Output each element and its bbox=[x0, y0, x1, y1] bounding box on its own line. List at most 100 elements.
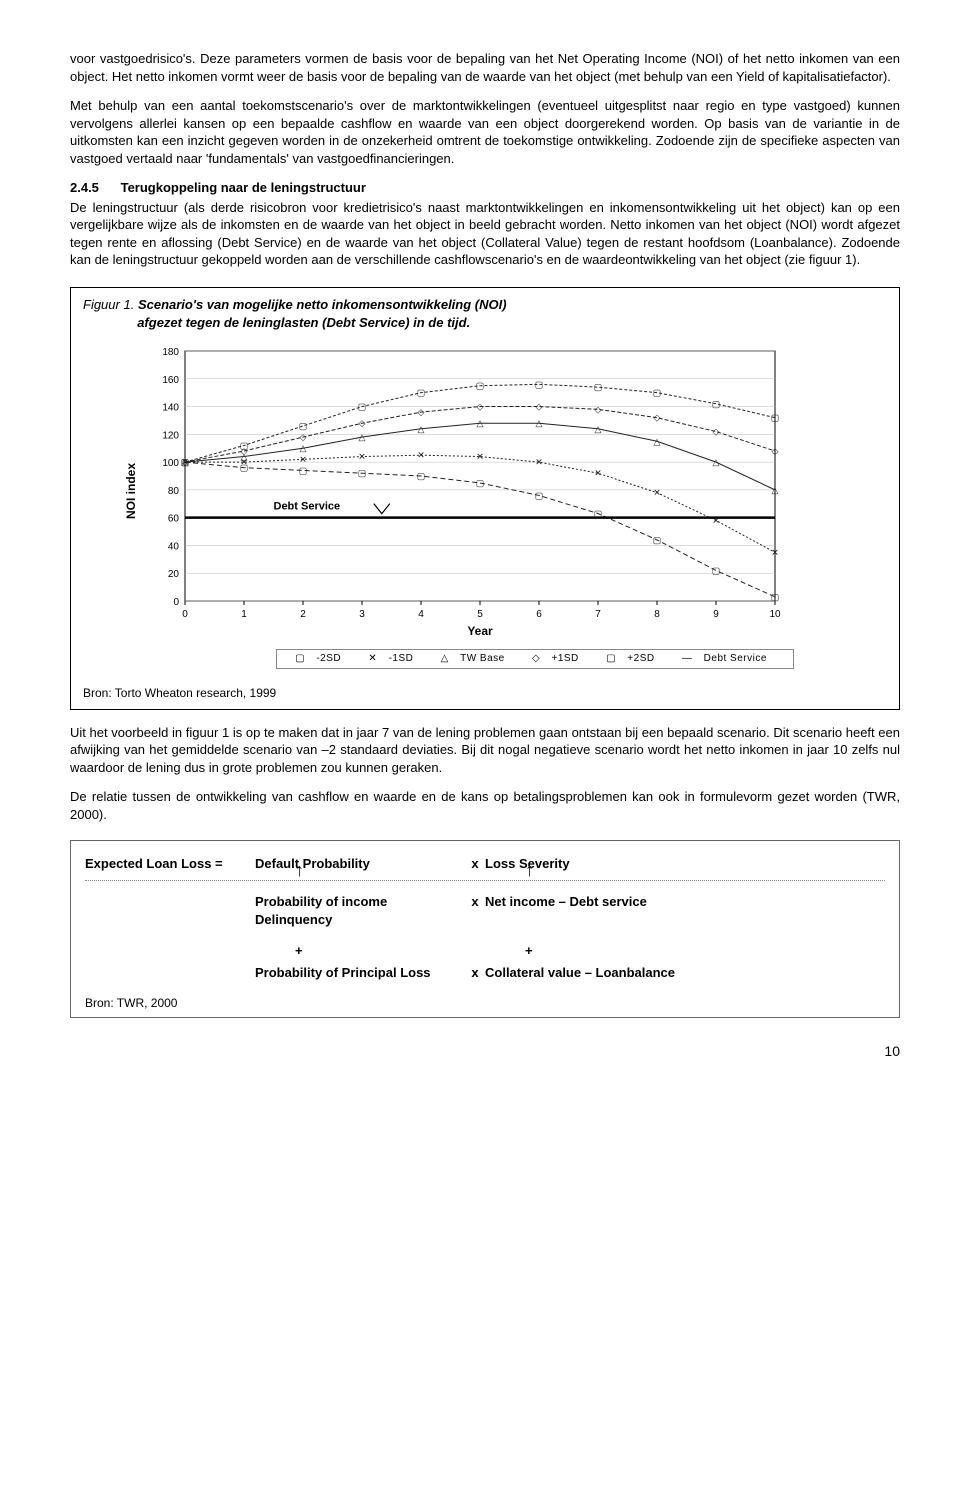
svg-text:✕: ✕ bbox=[594, 468, 602, 478]
legend-item: △ TW Base bbox=[441, 653, 513, 664]
section-title: Terugkoppeling naar de leningstructuur bbox=[121, 180, 366, 195]
paragraph: De leningstructuur (als derde risicobron… bbox=[70, 199, 900, 269]
chart-y-axis-label: NOI index bbox=[123, 463, 139, 519]
svg-text:△: △ bbox=[418, 424, 425, 434]
svg-text:8: 8 bbox=[654, 609, 660, 620]
figure-1-box: Figuur 1. Scenario's van mogelijke netto… bbox=[70, 287, 900, 710]
svg-text:△: △ bbox=[300, 443, 307, 453]
svg-text:▢: ▢ bbox=[299, 466, 308, 476]
section-number: 2.4.5 bbox=[70, 180, 99, 195]
figure-caption-line2: afgezet tegen de leninglasten (Debt Serv… bbox=[137, 315, 470, 330]
formula-row-2: Probability of income Delinquency x Net … bbox=[85, 893, 885, 928]
paragraph: De relatie tussen de ontwikkeling van ca… bbox=[70, 788, 900, 823]
svg-text:▢: ▢ bbox=[712, 566, 721, 576]
svg-text:▢: ▢ bbox=[535, 491, 544, 501]
svg-text:▢: ▢ bbox=[299, 421, 308, 431]
svg-text:△: △ bbox=[595, 424, 602, 434]
svg-text:△: △ bbox=[536, 418, 543, 428]
svg-text:3: 3 bbox=[359, 609, 365, 620]
svg-text:◇: ◇ bbox=[300, 432, 307, 442]
figure-caption-line1: Scenario's van mogelijke netto inkomenso… bbox=[138, 297, 507, 312]
svg-text:5: 5 bbox=[477, 609, 483, 620]
svg-text:7: 7 bbox=[595, 609, 601, 620]
formula-op: x bbox=[465, 893, 485, 911]
legend-item: — Debt Service bbox=[682, 653, 775, 664]
up-arrow-icon: ↑ bbox=[255, 864, 465, 876]
formula-term: Probability of income Delinquency bbox=[255, 893, 465, 928]
paragraph: Met behulp van een aantal toekomstscenar… bbox=[70, 97, 900, 167]
svg-text:▢: ▢ bbox=[240, 463, 249, 473]
svg-text:40: 40 bbox=[168, 542, 180, 553]
svg-text:▢: ▢ bbox=[771, 413, 780, 423]
svg-text:△: △ bbox=[654, 436, 661, 446]
svg-text:△: △ bbox=[477, 418, 484, 428]
svg-text:▢: ▢ bbox=[358, 468, 367, 478]
legend-item: ▢ -2SD bbox=[295, 653, 349, 664]
legend-item: ◇ +1SD bbox=[532, 653, 587, 664]
svg-text:✕: ✕ bbox=[535, 457, 543, 467]
formula-box: Expected Loan Loss = Default Probability… bbox=[70, 840, 900, 1019]
svg-text:120: 120 bbox=[163, 430, 180, 441]
svg-text:✕: ✕ bbox=[417, 450, 425, 460]
svg-text:Debt Service: Debt Service bbox=[274, 501, 341, 513]
svg-text:◇: ◇ bbox=[359, 418, 366, 428]
svg-text:◇: ◇ bbox=[477, 402, 484, 412]
svg-text:◇: ◇ bbox=[654, 413, 661, 423]
figure-label: Figuur 1. bbox=[83, 297, 134, 312]
svg-text:◇: ◇ bbox=[536, 402, 543, 412]
formula-op: x bbox=[465, 964, 485, 982]
svg-text:10: 10 bbox=[770, 609, 782, 620]
chart-legend: ▢ -2SD ✕ -1SD △ TW Base ◇ +1SD ▢ +2SD — … bbox=[276, 649, 794, 669]
svg-text:2: 2 bbox=[300, 609, 306, 620]
formula-term: Net income – Debt service bbox=[485, 893, 785, 911]
noi-chart: 020406080100120140160180012345678910Year… bbox=[145, 341, 785, 641]
formula-plus: + bbox=[485, 942, 785, 960]
formula-term: Collateral value – Loanbalance bbox=[485, 964, 785, 982]
svg-text:✕: ✕ bbox=[358, 452, 366, 462]
svg-text:1: 1 bbox=[241, 609, 247, 620]
svg-text:▢: ▢ bbox=[476, 478, 485, 488]
svg-text:▢: ▢ bbox=[535, 379, 544, 389]
formula-source: Bron: TWR, 2000 bbox=[85, 995, 885, 1011]
dotted-divider bbox=[85, 880, 885, 881]
svg-text:△: △ bbox=[713, 457, 720, 467]
svg-text:◇: ◇ bbox=[595, 404, 602, 414]
svg-text:◇: ◇ bbox=[713, 427, 720, 437]
svg-text:4: 4 bbox=[418, 609, 424, 620]
formula-row-3: Probability of Principal Loss x Collater… bbox=[85, 964, 885, 982]
svg-text:9: 9 bbox=[713, 609, 719, 620]
svg-text:✕: ✕ bbox=[299, 454, 307, 464]
svg-text:✕: ✕ bbox=[476, 452, 484, 462]
svg-text:20: 20 bbox=[168, 569, 180, 580]
up-arrow-icon: ↑ bbox=[485, 864, 785, 876]
svg-text:▢: ▢ bbox=[653, 388, 662, 398]
paragraph: voor vastgoedrisico's. Deze parameters v… bbox=[70, 50, 900, 85]
svg-text:100: 100 bbox=[163, 458, 180, 469]
formula-term: Probability of Principal Loss bbox=[255, 964, 465, 982]
page-number: 10 bbox=[70, 1042, 900, 1061]
svg-text:60: 60 bbox=[168, 514, 180, 525]
svg-text:80: 80 bbox=[168, 486, 180, 497]
legend-item: ✕ -1SD bbox=[368, 653, 421, 664]
svg-text:180: 180 bbox=[163, 347, 180, 358]
svg-text:0: 0 bbox=[174, 597, 180, 608]
legend-item: ▢ +2SD bbox=[606, 653, 663, 664]
paragraph: Uit het voorbeeld in figuur 1 is op te m… bbox=[70, 724, 900, 777]
svg-text:▢: ▢ bbox=[476, 381, 485, 391]
svg-text:Year: Year bbox=[468, 624, 494, 638]
svg-text:▢: ▢ bbox=[653, 535, 662, 545]
figure-caption: Figuur 1. Scenario's van mogelijke netto… bbox=[83, 296, 887, 331]
chart-container: NOI index 020406080100120140160180012345… bbox=[123, 341, 887, 641]
svg-text:▢: ▢ bbox=[417, 471, 426, 481]
svg-text:▢: ▢ bbox=[712, 399, 721, 409]
svg-text:▢: ▢ bbox=[181, 457, 190, 467]
svg-text:✕: ✕ bbox=[771, 547, 779, 557]
svg-text:6: 6 bbox=[536, 609, 542, 620]
svg-text:▢: ▢ bbox=[358, 402, 367, 412]
svg-text:△: △ bbox=[772, 485, 779, 495]
section-heading: 2.4.5 Terugkoppeling naar de leningstruc… bbox=[70, 179, 900, 197]
formula-plus-row: + + bbox=[85, 942, 885, 960]
svg-text:▢: ▢ bbox=[594, 382, 603, 392]
svg-text:160: 160 bbox=[163, 375, 180, 386]
svg-text:◇: ◇ bbox=[772, 446, 779, 456]
